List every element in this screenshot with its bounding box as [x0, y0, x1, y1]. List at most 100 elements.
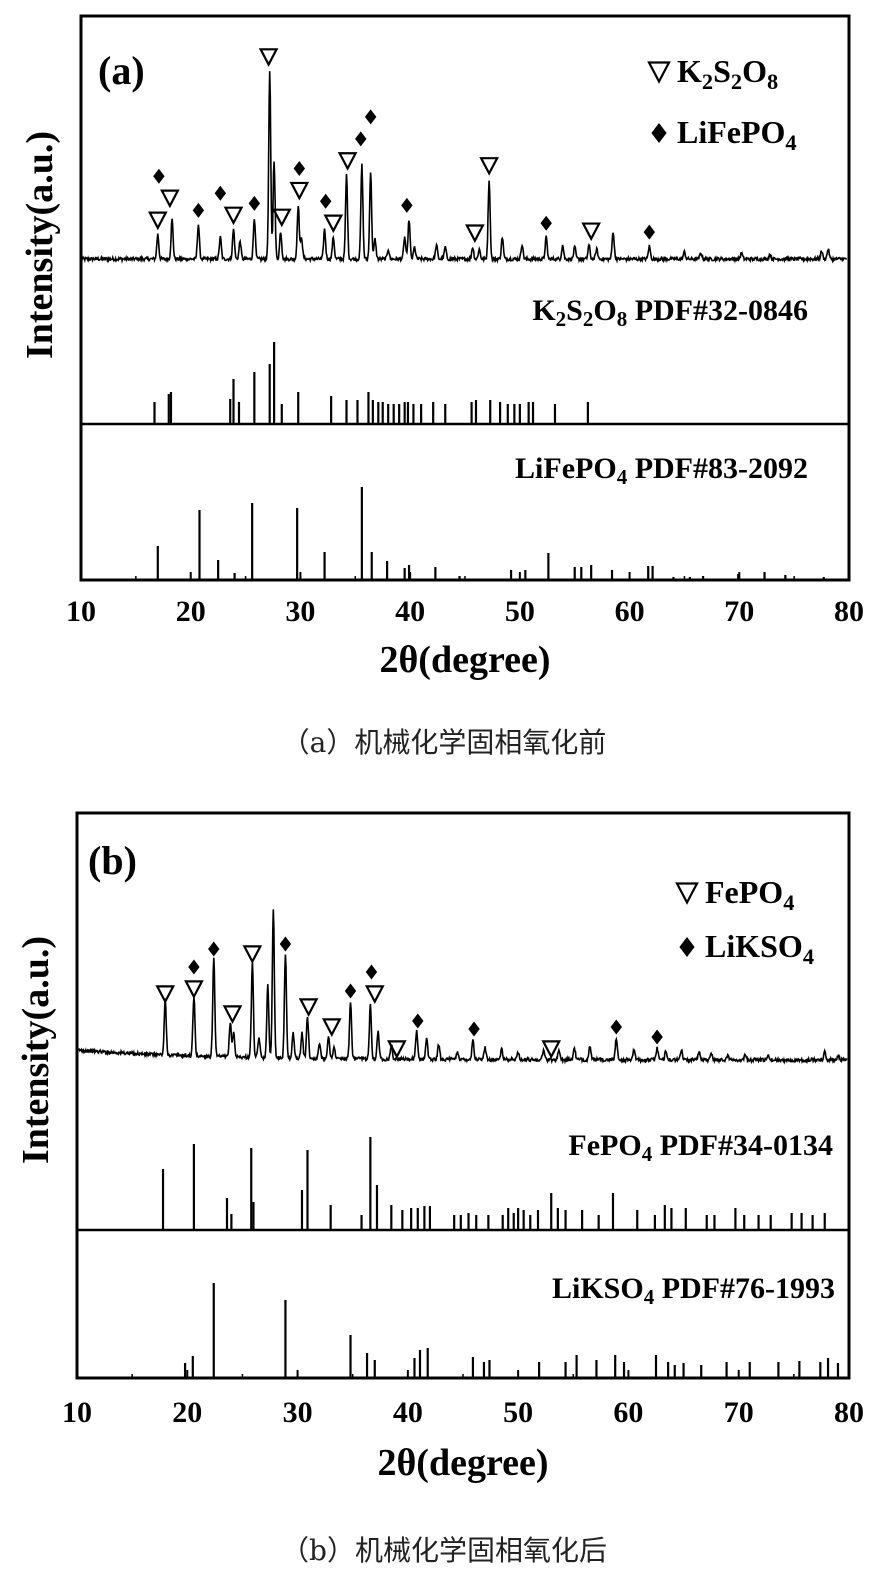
diamond-marker — [365, 964, 378, 980]
formula-text: PDF#76-1993 — [654, 1272, 835, 1305]
formula-subscript: 8 — [617, 307, 628, 331]
triangle-marker — [298, 998, 319, 1017]
diamond-marker — [153, 168, 165, 184]
x-tick-label: 20 — [176, 595, 206, 628]
triangle-marker — [479, 157, 499, 176]
x-axis-title: 2θ(degree) — [379, 639, 550, 681]
measured-pattern-line — [77, 909, 848, 1065]
x-tick-label: 70 — [724, 1396, 754, 1429]
figure-caption: （b）机械化学固相氧化后 — [281, 1534, 607, 1567]
diamond-marker — [188, 959, 200, 975]
x-tick-label: 70 — [724, 595, 754, 628]
formula-text: S — [713, 53, 731, 89]
formula-text: K — [532, 294, 556, 327]
diamond-marker — [540, 215, 552, 231]
diamond-marker — [214, 185, 227, 201]
diamond-marker — [293, 161, 306, 177]
reference-label: FePO4 PDF#34-0134 — [568, 1129, 833, 1166]
triangle-marker — [223, 206, 244, 226]
diamond-marker — [364, 109, 377, 125]
triangle-marker — [184, 980, 204, 999]
diamond-marker — [651, 1029, 663, 1045]
triangle-marker — [541, 1040, 562, 1059]
y-axis-title: Intensity(a.u.) — [15, 936, 57, 1164]
triangle-marker — [147, 211, 168, 231]
triangle-marker — [155, 985, 176, 1004]
x-tick-label: 60 — [615, 595, 645, 628]
legend-entry: FePO4 — [705, 874, 794, 915]
x-tick-label: 60 — [613, 1396, 643, 1429]
triangle-marker — [242, 945, 263, 964]
legend-entry: LiKSO4 — [705, 928, 814, 969]
reference-label: K2S2O8 PDF#32-0846 — [532, 294, 808, 331]
formula-text: FePO — [705, 874, 783, 910]
diamond-marker — [344, 983, 357, 999]
diamond-marker — [319, 193, 332, 209]
diamond-marker — [192, 202, 205, 218]
legend-entry: K2S2O8 — [677, 53, 778, 94]
triangle-marker — [581, 222, 601, 242]
diamond-marker — [208, 941, 220, 957]
panel-b: 10 20 30 40 50 60 70 80 2θ(degree) Intensity(a.u.… — [15, 811, 864, 1567]
formula-text: PDF#34-0134 — [652, 1129, 833, 1162]
formula-subscript: 4 — [803, 944, 814, 969]
triangle-marker — [222, 1005, 243, 1024]
legend-entry: LiFePO4 — [677, 114, 797, 155]
formula-text: K — [677, 53, 702, 89]
formula-text: LiFePO — [515, 452, 617, 485]
triangle-marker — [258, 48, 279, 67]
formula-text: O — [593, 294, 616, 327]
legend-diamond-icon — [679, 937, 695, 957]
triangle-marker — [337, 152, 358, 171]
reference-label: LiKSO4 PDF#76-1993 — [552, 1272, 835, 1309]
x-tick-label: 40 — [395, 595, 425, 628]
formula-text: O — [742, 53, 767, 89]
formula-text: LiKSO — [552, 1272, 644, 1305]
diamond-marker — [643, 224, 656, 240]
x-tick-label: 10 — [62, 1396, 92, 1429]
formula-subscript: 2 — [583, 307, 594, 331]
triangle-marker — [160, 189, 180, 209]
diamond-marker — [610, 1019, 622, 1035]
formula-text: LiKSO — [705, 928, 803, 964]
formula-subscript: 2 — [731, 69, 742, 94]
diamond-marker — [412, 1013, 424, 1029]
x-axis-title: 2θ(degree) — [377, 1442, 548, 1484]
reference-label: LiFePO4 PDF#83-2092 — [515, 452, 808, 489]
panel-label: (b) — [88, 838, 137, 883]
panel-label: (a) — [98, 48, 145, 93]
formula-subscript: 4 — [617, 465, 628, 489]
formula-subscript: 4 — [785, 130, 796, 155]
triangle-marker — [289, 181, 310, 201]
formula-text: PDF#83-2092 — [627, 452, 808, 485]
triangle-marker — [364, 985, 385, 1004]
legend-triangle-icon — [647, 61, 671, 84]
diamond-marker — [355, 131, 367, 147]
diamond-marker — [248, 195, 261, 211]
formula-subscript: 8 — [767, 69, 778, 94]
x-tick-label: 80 — [834, 595, 864, 628]
formula-subscript: 2 — [702, 69, 713, 94]
x-tick-label: 10 — [66, 595, 96, 628]
x-tick-label: 40 — [393, 1396, 423, 1429]
triangle-marker — [323, 214, 344, 234]
x-tick-label: 50 — [503, 1396, 533, 1429]
legend-diamond-icon — [651, 123, 667, 143]
formula-text: FePO — [568, 1129, 641, 1162]
x-tick-label: 20 — [172, 1396, 202, 1429]
measured-pattern-line — [80, 71, 847, 264]
triangle-marker — [387, 1040, 407, 1059]
diamond-marker — [279, 936, 292, 952]
triangle-marker — [465, 224, 485, 244]
formula-subscript: 2 — [556, 307, 567, 331]
x-tick-label: 80 — [834, 1396, 864, 1429]
legend-triangle-icon — [675, 882, 699, 905]
x-tick-label: 30 — [283, 1396, 313, 1429]
figure-caption: （a）机械化学固相氧化前 — [282, 726, 607, 759]
formula-text: S — [566, 294, 583, 327]
y-axis-title: Intensity(a.u.) — [19, 131, 61, 359]
formula-subscript: 4 — [644, 1285, 655, 1309]
triangle-marker — [321, 1018, 342, 1037]
formula-subscript: 4 — [783, 890, 794, 915]
diamond-marker — [468, 1021, 480, 1037]
